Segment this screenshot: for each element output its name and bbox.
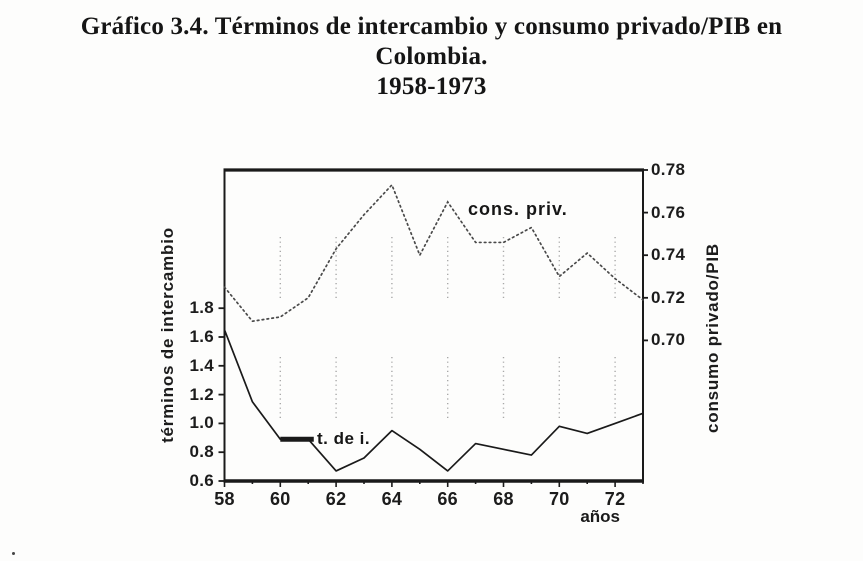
figure-title-line3: 1958-1973: [376, 73, 487, 100]
x-axis-title: años: [580, 507, 620, 526]
left-axis-tick-label: 1.6: [189, 327, 214, 346]
scan-artifact-dot: [12, 552, 15, 555]
figure-title-line1: Gráfico 3.4. Términos de intercambio y c…: [80, 13, 783, 40]
right-axis-tick-label: 0.78: [651, 160, 686, 179]
x-axis-tick-label: 68: [493, 489, 514, 509]
figure-title-line2: Colombia.: [375, 43, 488, 70]
x-axis-tick-label: 58: [214, 489, 235, 509]
left-axis-tick-label: 1.8: [189, 298, 214, 318]
left-axis-tick-label: 1.2: [189, 384, 214, 404]
x-axis-tick-label: 66: [437, 489, 458, 509]
x-axis-tick-label: 72: [604, 489, 626, 509]
right-axis-tick-label: 0.76: [651, 202, 686, 222]
x-axis-tick-label: 60: [269, 489, 291, 509]
right-axis-tick-label: 0.72: [651, 287, 686, 307]
x-axis-tick-label: 62: [325, 489, 347, 509]
figure-title: Gráfico 3.4. Términos de intercambio y c…: [0, 12, 863, 102]
x-axis-tick-label: 70: [548, 489, 570, 509]
right-axis-title: consumo privado/PIB: [703, 243, 722, 433]
left-axis-tick-label: 0.8: [189, 442, 214, 462]
left-axis-tick-label: 0.6: [189, 471, 214, 490]
x-axis-tick-label: 64: [381, 489, 403, 509]
left-axis-tick-label: 1.4: [189, 355, 214, 375]
series-label-t-de-i: t. de i.: [317, 429, 371, 448]
series-label-cons-priv: cons. priv.: [468, 199, 568, 219]
right-axis-tick-label: 0.70: [651, 330, 686, 350]
right-axis-tick-label: 0.74: [651, 245, 686, 265]
left-axis-tick-label: 1.0: [189, 413, 214, 433]
